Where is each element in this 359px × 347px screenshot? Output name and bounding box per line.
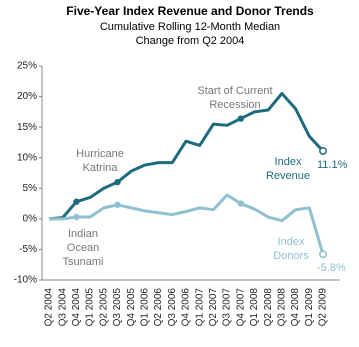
x-tick-label: Q4 2008 <box>290 288 301 327</box>
line <box>49 193 325 255</box>
y-tick-label: 25% <box>17 61 37 72</box>
x-tick-label: Q1 2008 <box>249 288 260 327</box>
y-tick-label: 20% <box>17 91 37 102</box>
x-tick-label: Q1 2005 <box>85 288 96 327</box>
x-tick-label: Q3 2008 <box>277 288 288 327</box>
y-tick-label: 10% <box>17 152 37 163</box>
legend-label: Index Donors <box>273 236 309 262</box>
x-tick-label: Q1 2007 <box>194 288 205 327</box>
x-tick-label: Q1 2006 <box>140 288 151 327</box>
value-label: -5.8% <box>317 262 346 274</box>
event-marker <box>237 115 244 122</box>
x-tick-label: Q3 2005 <box>112 288 123 327</box>
x-tick-label: Q2 2008 <box>263 288 274 327</box>
y-tick-label: 5% <box>23 183 38 194</box>
x-tick-label: Q3 2007 <box>222 288 233 327</box>
x-tick-label: Q1 2009 <box>304 288 315 327</box>
event-marker <box>237 200 244 207</box>
x-tick-label: Q2 2004 <box>44 288 55 327</box>
event-marker <box>73 198 80 205</box>
x-tick-label: Q3 2006 <box>167 288 178 327</box>
x-tick-label: Q4 2005 <box>126 288 137 327</box>
chart-subtitle: Cumulative Rolling 12-Month Median Chang… <box>99 21 281 47</box>
event-marker <box>114 178 121 186</box>
end-marker <box>319 147 327 155</box>
x-tick-label: Q4 2004 <box>71 288 82 327</box>
y-tick-label: -10% <box>14 275 37 286</box>
annotation: Hurricane Katrina <box>76 148 124 174</box>
annotation: Start of Current Recession <box>197 85 273 111</box>
x-tick-label: Q2 2006 <box>153 288 164 327</box>
y-tick-label: 15% <box>17 122 37 133</box>
value-label: 11.1% <box>317 159 348 171</box>
x-tick-label: Q2 2009 <box>318 288 329 327</box>
end-marker <box>319 250 327 259</box>
y-tick-label: 0% <box>23 213 38 224</box>
legend-label: Index Revenue <box>265 156 311 182</box>
annotation: Indian Ocean Tsunami <box>62 228 104 268</box>
event-marker <box>73 213 80 221</box>
chart-title: Five-Year Index Revenue and Donor Trends <box>66 4 314 18</box>
line <box>48 92 325 221</box>
y-tick-label: -5% <box>19 244 37 255</box>
x-tick-label: Q2 2007 <box>208 288 219 327</box>
event-marker <box>114 201 121 208</box>
x-tick-label: Q2 2005 <box>98 288 109 327</box>
x-tick-label: Q4 2006 <box>181 288 192 327</box>
x-tick-label: Q4 2007 <box>235 288 246 327</box>
x-tick-label: Q3 2004 <box>57 288 68 327</box>
